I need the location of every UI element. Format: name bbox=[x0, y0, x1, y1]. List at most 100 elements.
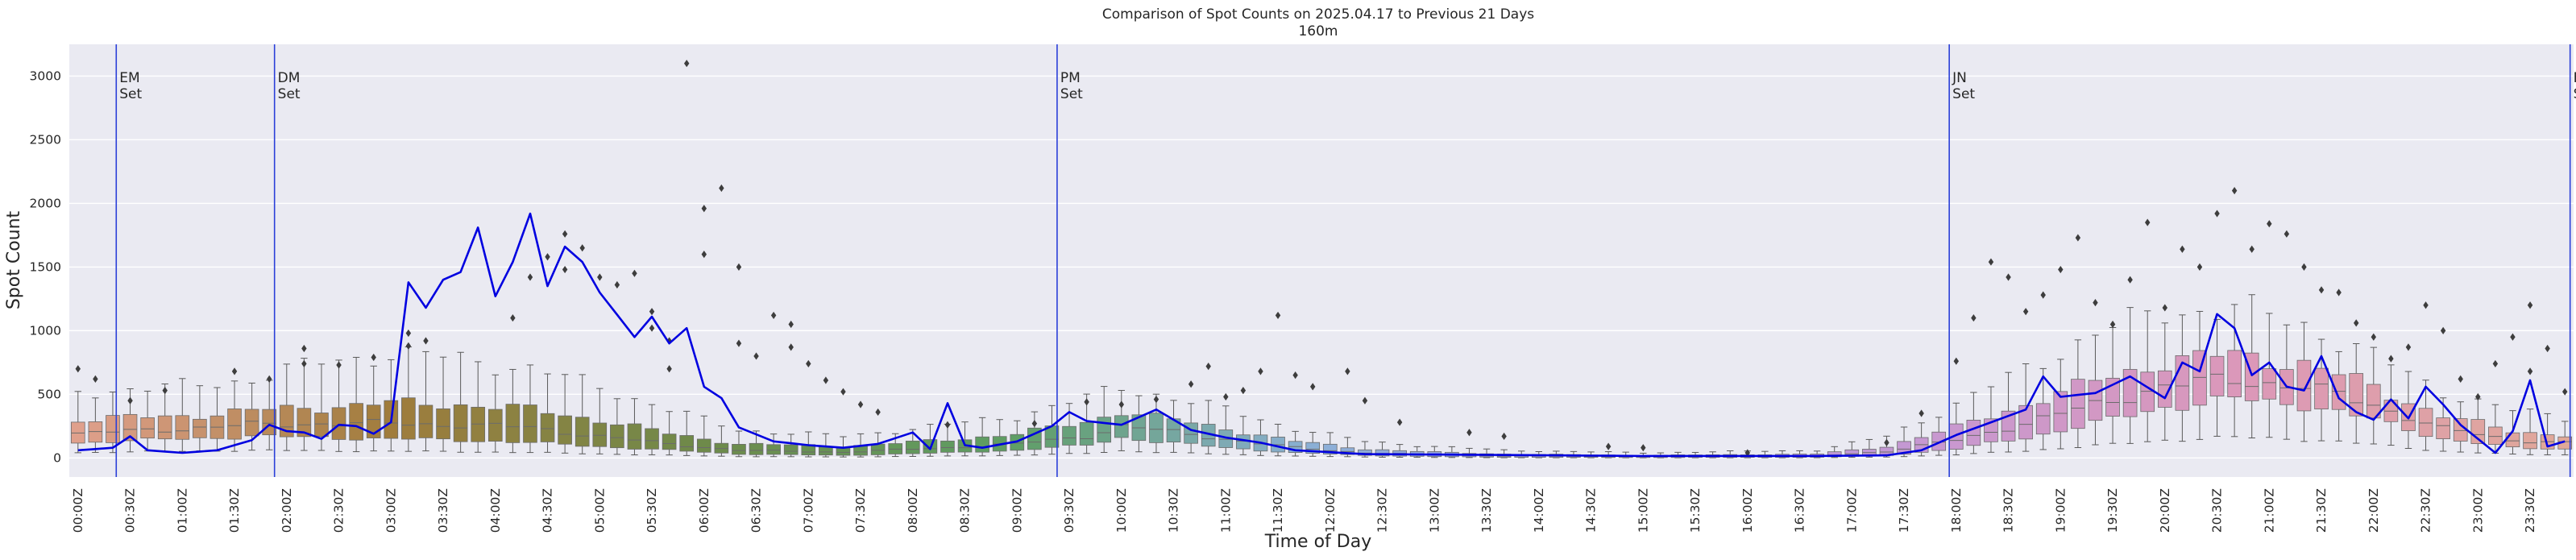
box bbox=[70, 391, 85, 454]
box-body bbox=[2105, 377, 2120, 417]
outlier-point bbox=[719, 184, 724, 193]
box-body bbox=[1149, 413, 1164, 443]
outlier-point bbox=[2093, 299, 2098, 307]
outlier-point bbox=[788, 320, 794, 329]
box-body bbox=[418, 404, 433, 438]
box-body bbox=[70, 421, 85, 444]
x-tick-label: 19:00Z bbox=[2053, 488, 2068, 533]
x-tick-label: 10:00Z bbox=[1114, 488, 1129, 533]
outlier-point bbox=[1971, 313, 1977, 322]
y-gridlines bbox=[69, 75, 2574, 459]
y-tick-label: 1500 bbox=[30, 259, 61, 274]
outlier-point bbox=[701, 251, 707, 259]
box-body bbox=[193, 418, 207, 438]
box bbox=[610, 398, 624, 455]
box-body bbox=[905, 440, 920, 454]
outlier-point bbox=[2561, 388, 2568, 396]
box bbox=[749, 430, 764, 458]
box-body bbox=[1236, 434, 1251, 450]
chart-subtitle: 160m bbox=[1298, 23, 1338, 39]
outlier-point bbox=[1258, 367, 1263, 375]
box-body bbox=[106, 415, 120, 443]
x-tick-label: 13:00Z bbox=[1427, 488, 1441, 533]
x-tick-label: 21:00Z bbox=[2262, 488, 2276, 533]
y-tick-label: 500 bbox=[37, 387, 61, 401]
outlier-point bbox=[2423, 301, 2429, 309]
box bbox=[297, 358, 312, 451]
outlier-point bbox=[683, 60, 690, 68]
x-tick-label: 07:30Z bbox=[853, 488, 868, 533]
outlier-point bbox=[614, 280, 620, 289]
box bbox=[2209, 318, 2225, 437]
outlier-point bbox=[649, 324, 655, 332]
x-tick-label: 01:00Z bbox=[175, 488, 189, 533]
box bbox=[366, 365, 381, 452]
box bbox=[349, 356, 363, 453]
x-tick-label: 03:30Z bbox=[436, 488, 450, 533]
outlier-point bbox=[1275, 311, 1281, 320]
x-axis-label: Time of Day bbox=[1264, 532, 1371, 552]
box-body bbox=[366, 404, 381, 438]
box bbox=[1948, 402, 1964, 456]
box bbox=[453, 351, 468, 453]
outlier-point bbox=[1605, 442, 1612, 450]
box-body bbox=[679, 435, 695, 452]
x-tick-label: 01:30Z bbox=[227, 488, 242, 533]
box-body bbox=[2523, 432, 2537, 450]
outlier-point bbox=[545, 253, 550, 261]
box-body bbox=[2470, 419, 2486, 444]
x-tick-label: 09:00Z bbox=[1010, 488, 1024, 533]
box-body bbox=[836, 447, 851, 456]
outlier-point bbox=[857, 400, 864, 409]
x-tick-label: 16:00Z bbox=[1740, 488, 1755, 533]
x-tick-label: 02:00Z bbox=[280, 488, 294, 533]
box-body bbox=[487, 409, 503, 442]
outlier-point bbox=[806, 359, 811, 368]
outlier-point bbox=[2058, 265, 2064, 274]
outlier-point bbox=[632, 269, 637, 277]
x-tick-label: 11:00Z bbox=[1218, 488, 1233, 533]
outliers bbox=[75, 60, 2568, 457]
box-body bbox=[540, 413, 555, 442]
x-tick-label: 17:30Z bbox=[1897, 488, 1911, 533]
outlier-point bbox=[1205, 362, 1211, 371]
outlier-point bbox=[701, 205, 707, 213]
box bbox=[487, 374, 503, 453]
outlier-point bbox=[1345, 367, 1350, 375]
box-body bbox=[2053, 391, 2068, 433]
box-body bbox=[157, 415, 172, 440]
box-body bbox=[436, 408, 450, 440]
box-body bbox=[1375, 449, 1390, 457]
x-tick-label: 05:30Z bbox=[645, 488, 659, 533]
x-axis-ticks: 00:00Z 00:30Z 01:00Z 01:30Z 02:00Z 02:30Z 03:0… bbox=[71, 488, 2537, 533]
x-tick-label: 05:00Z bbox=[592, 488, 607, 533]
chart-title: Comparison of Spot Counts on 2025.04.17 … bbox=[1102, 6, 1534, 23]
outlier-point bbox=[666, 365, 672, 373]
outlier-point bbox=[93, 375, 98, 383]
outlier-point bbox=[736, 339, 742, 347]
x-tick-label: 04:30Z bbox=[541, 488, 555, 533]
outlier-point bbox=[336, 361, 342, 369]
box bbox=[244, 382, 259, 451]
box bbox=[766, 433, 781, 458]
box bbox=[418, 351, 433, 452]
box bbox=[401, 346, 416, 452]
outlier-point bbox=[562, 230, 568, 238]
box bbox=[627, 398, 642, 456]
outlier-point bbox=[1466, 429, 1472, 437]
outlier-point bbox=[1309, 383, 1316, 391]
box-body bbox=[1097, 417, 1112, 443]
outlier-point bbox=[127, 396, 133, 404]
outlier-point bbox=[1240, 387, 1247, 395]
outlier-point bbox=[2109, 320, 2116, 329]
box bbox=[1897, 426, 1911, 458]
box-body bbox=[940, 440, 955, 453]
box bbox=[575, 374, 590, 454]
box-body bbox=[662, 433, 677, 450]
box-body bbox=[471, 406, 486, 442]
box-body bbox=[749, 442, 764, 455]
outlier-point bbox=[1919, 409, 1924, 417]
box-body bbox=[870, 443, 886, 455]
box-body bbox=[453, 404, 468, 442]
outlier-point bbox=[1153, 396, 1159, 404]
